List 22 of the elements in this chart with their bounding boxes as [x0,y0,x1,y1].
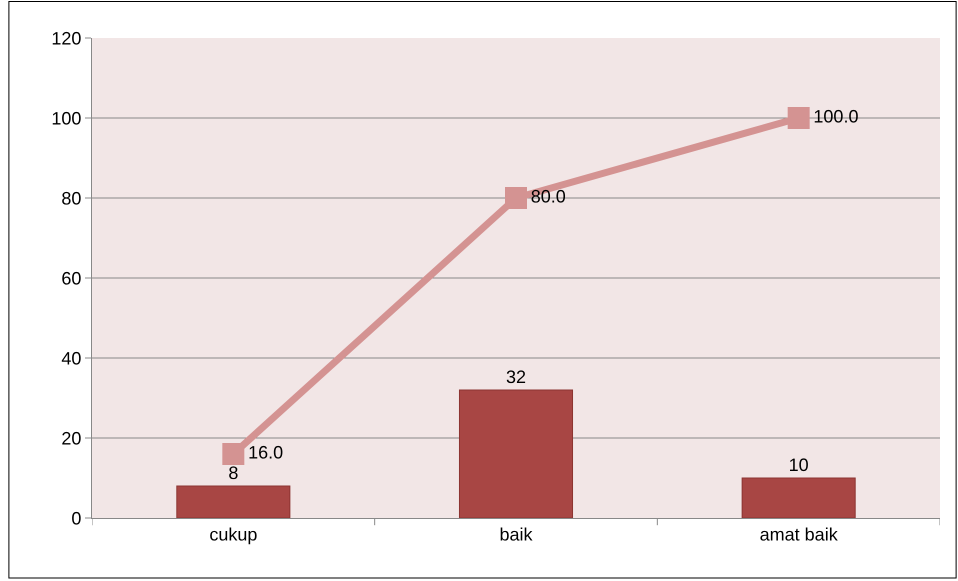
data-label: 16.0 [248,442,284,462]
data-label: 80.0 [530,186,566,206]
x-tick-label: baik [499,524,534,545]
point [222,443,244,465]
bar [742,478,856,518]
x-tick-label: amat baik [760,524,839,545]
x-tick-label: cukup [209,524,258,545]
y-tick-label: 40 [61,348,82,368]
y-tick-label: 80 [61,188,82,208]
bar [176,486,290,518]
data-label: 32 [506,367,526,387]
data-label: 8 [228,463,238,483]
y-tick-label: 100 [51,108,82,128]
y-tick-label: 0 [71,508,82,528]
point [788,107,810,129]
y-tick-label: 120 [51,28,82,48]
y-tick-label: 20 [61,428,82,448]
point [505,187,527,209]
data-label: 10 [788,455,809,475]
bar [458,390,574,518]
y-tick-label: 60 [61,268,82,288]
data-label: 100.0 [813,106,858,126]
